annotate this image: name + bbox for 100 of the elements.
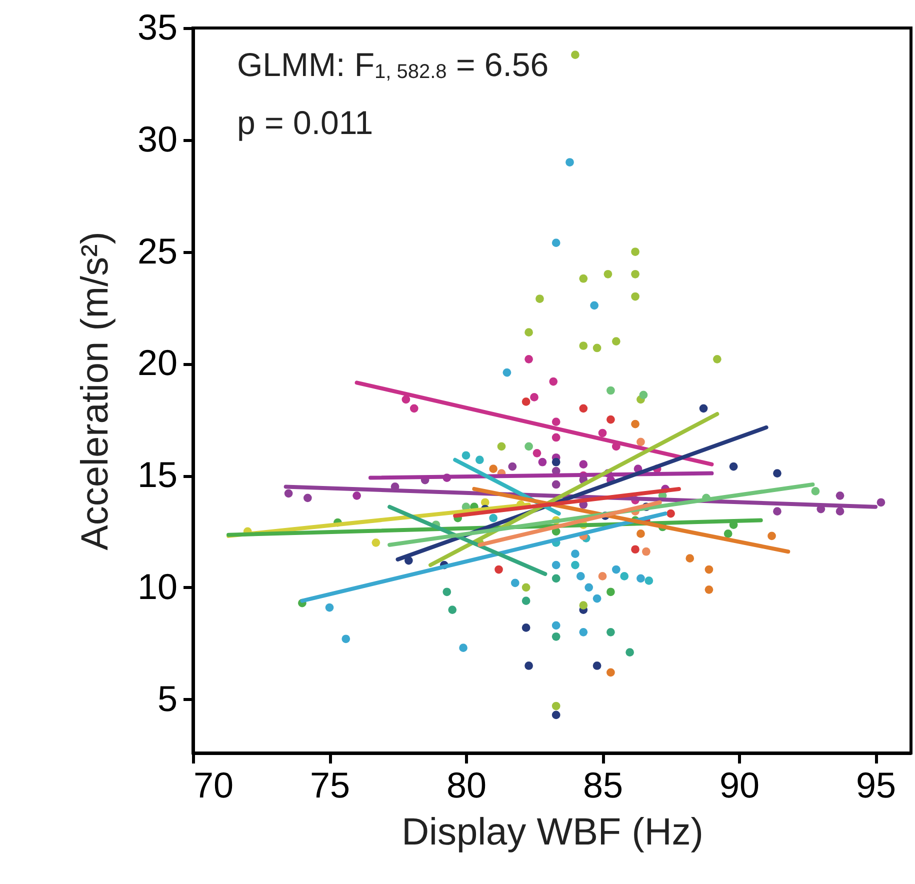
- point: [704, 565, 714, 574]
- point: [552, 560, 560, 570]
- point: [502, 368, 512, 377]
- point: [686, 554, 694, 562]
- point: [592, 594, 602, 603]
- point: [631, 248, 640, 256]
- point: [579, 274, 588, 283]
- point: [284, 489, 293, 498]
- point: [620, 572, 629, 580]
- point: [489, 514, 498, 522]
- point: [524, 442, 533, 451]
- y-tick-label: 30: [137, 118, 178, 160]
- point: [497, 442, 506, 451]
- point: [552, 632, 560, 641]
- annotation: p = 0.011: [237, 104, 374, 141]
- point: [475, 456, 484, 464]
- annotation: GLMM: F$_{1, 582.8}$ = 6.56: [237, 46, 549, 83]
- point: [552, 480, 560, 489]
- point: [552, 433, 560, 442]
- point: [489, 464, 498, 473]
- point: [522, 624, 530, 632]
- point: [494, 565, 503, 574]
- x-tick-label: 80: [446, 764, 487, 806]
- point: [459, 644, 468, 652]
- x-tick-label: 85: [582, 764, 624, 806]
- point: [402, 395, 410, 404]
- point: [626, 648, 634, 656]
- point: [576, 572, 585, 580]
- x-tick-label: 95: [856, 764, 896, 806]
- x-tick-label: 75: [310, 764, 350, 806]
- point: [699, 404, 708, 413]
- point: [590, 301, 598, 310]
- x-tick-label: 70: [194, 764, 234, 806]
- point: [522, 583, 530, 592]
- point: [704, 585, 714, 594]
- point: [552, 621, 560, 630]
- y-tick-label: 20: [137, 342, 178, 384]
- point: [552, 458, 560, 466]
- point: [448, 606, 457, 614]
- point: [724, 530, 732, 538]
- point: [598, 572, 607, 580]
- point: [636, 574, 645, 583]
- point: [612, 565, 620, 574]
- point: [729, 462, 738, 471]
- point: [836, 491, 844, 500]
- point: [552, 574, 560, 583]
- point: [342, 634, 350, 644]
- point: [612, 337, 620, 346]
- point: [524, 328, 533, 336]
- point: [442, 588, 452, 596]
- point: [579, 601, 588, 610]
- point: [524, 662, 533, 670]
- point: [522, 398, 530, 406]
- point: [538, 458, 547, 466]
- point: [552, 702, 560, 710]
- point: [303, 494, 312, 502]
- point: [571, 560, 580, 570]
- point: [639, 390, 648, 400]
- point: [352, 491, 361, 500]
- point: [592, 662, 602, 670]
- point: [631, 420, 640, 428]
- point: [325, 603, 334, 612]
- point: [522, 596, 530, 606]
- point: [579, 628, 588, 636]
- x-tick-label: 90: [719, 764, 760, 806]
- point: [410, 404, 418, 413]
- point: [773, 469, 782, 478]
- point: [510, 578, 520, 588]
- point: [606, 415, 615, 424]
- point: [584, 583, 594, 592]
- point: [530, 393, 538, 402]
- point: [712, 355, 722, 364]
- point: [524, 355, 533, 364]
- point: [836, 507, 844, 516]
- point: [636, 530, 645, 538]
- x-axis-title: Display WBF (Hz): [402, 812, 704, 854]
- point: [604, 270, 612, 278]
- point: [536, 294, 544, 303]
- point: [462, 451, 470, 460]
- y-tick-label: 5: [157, 678, 178, 719]
- y-tick-label: 35: [137, 6, 178, 48]
- point: [566, 158, 574, 166]
- point: [644, 576, 654, 585]
- point: [552, 418, 560, 426]
- point: [552, 710, 560, 720]
- point: [642, 547, 650, 556]
- point: [372, 538, 380, 547]
- point: [549, 377, 558, 386]
- point: [636, 438, 645, 446]
- point: [631, 545, 640, 554]
- point: [508, 462, 517, 471]
- point: [592, 344, 602, 352]
- point: [606, 386, 615, 395]
- point: [579, 342, 588, 350]
- point: [571, 550, 580, 558]
- point: [606, 628, 615, 636]
- point: [773, 507, 782, 516]
- y-tick-label: 25: [137, 230, 178, 272]
- point: [631, 270, 640, 278]
- point: [811, 487, 820, 496]
